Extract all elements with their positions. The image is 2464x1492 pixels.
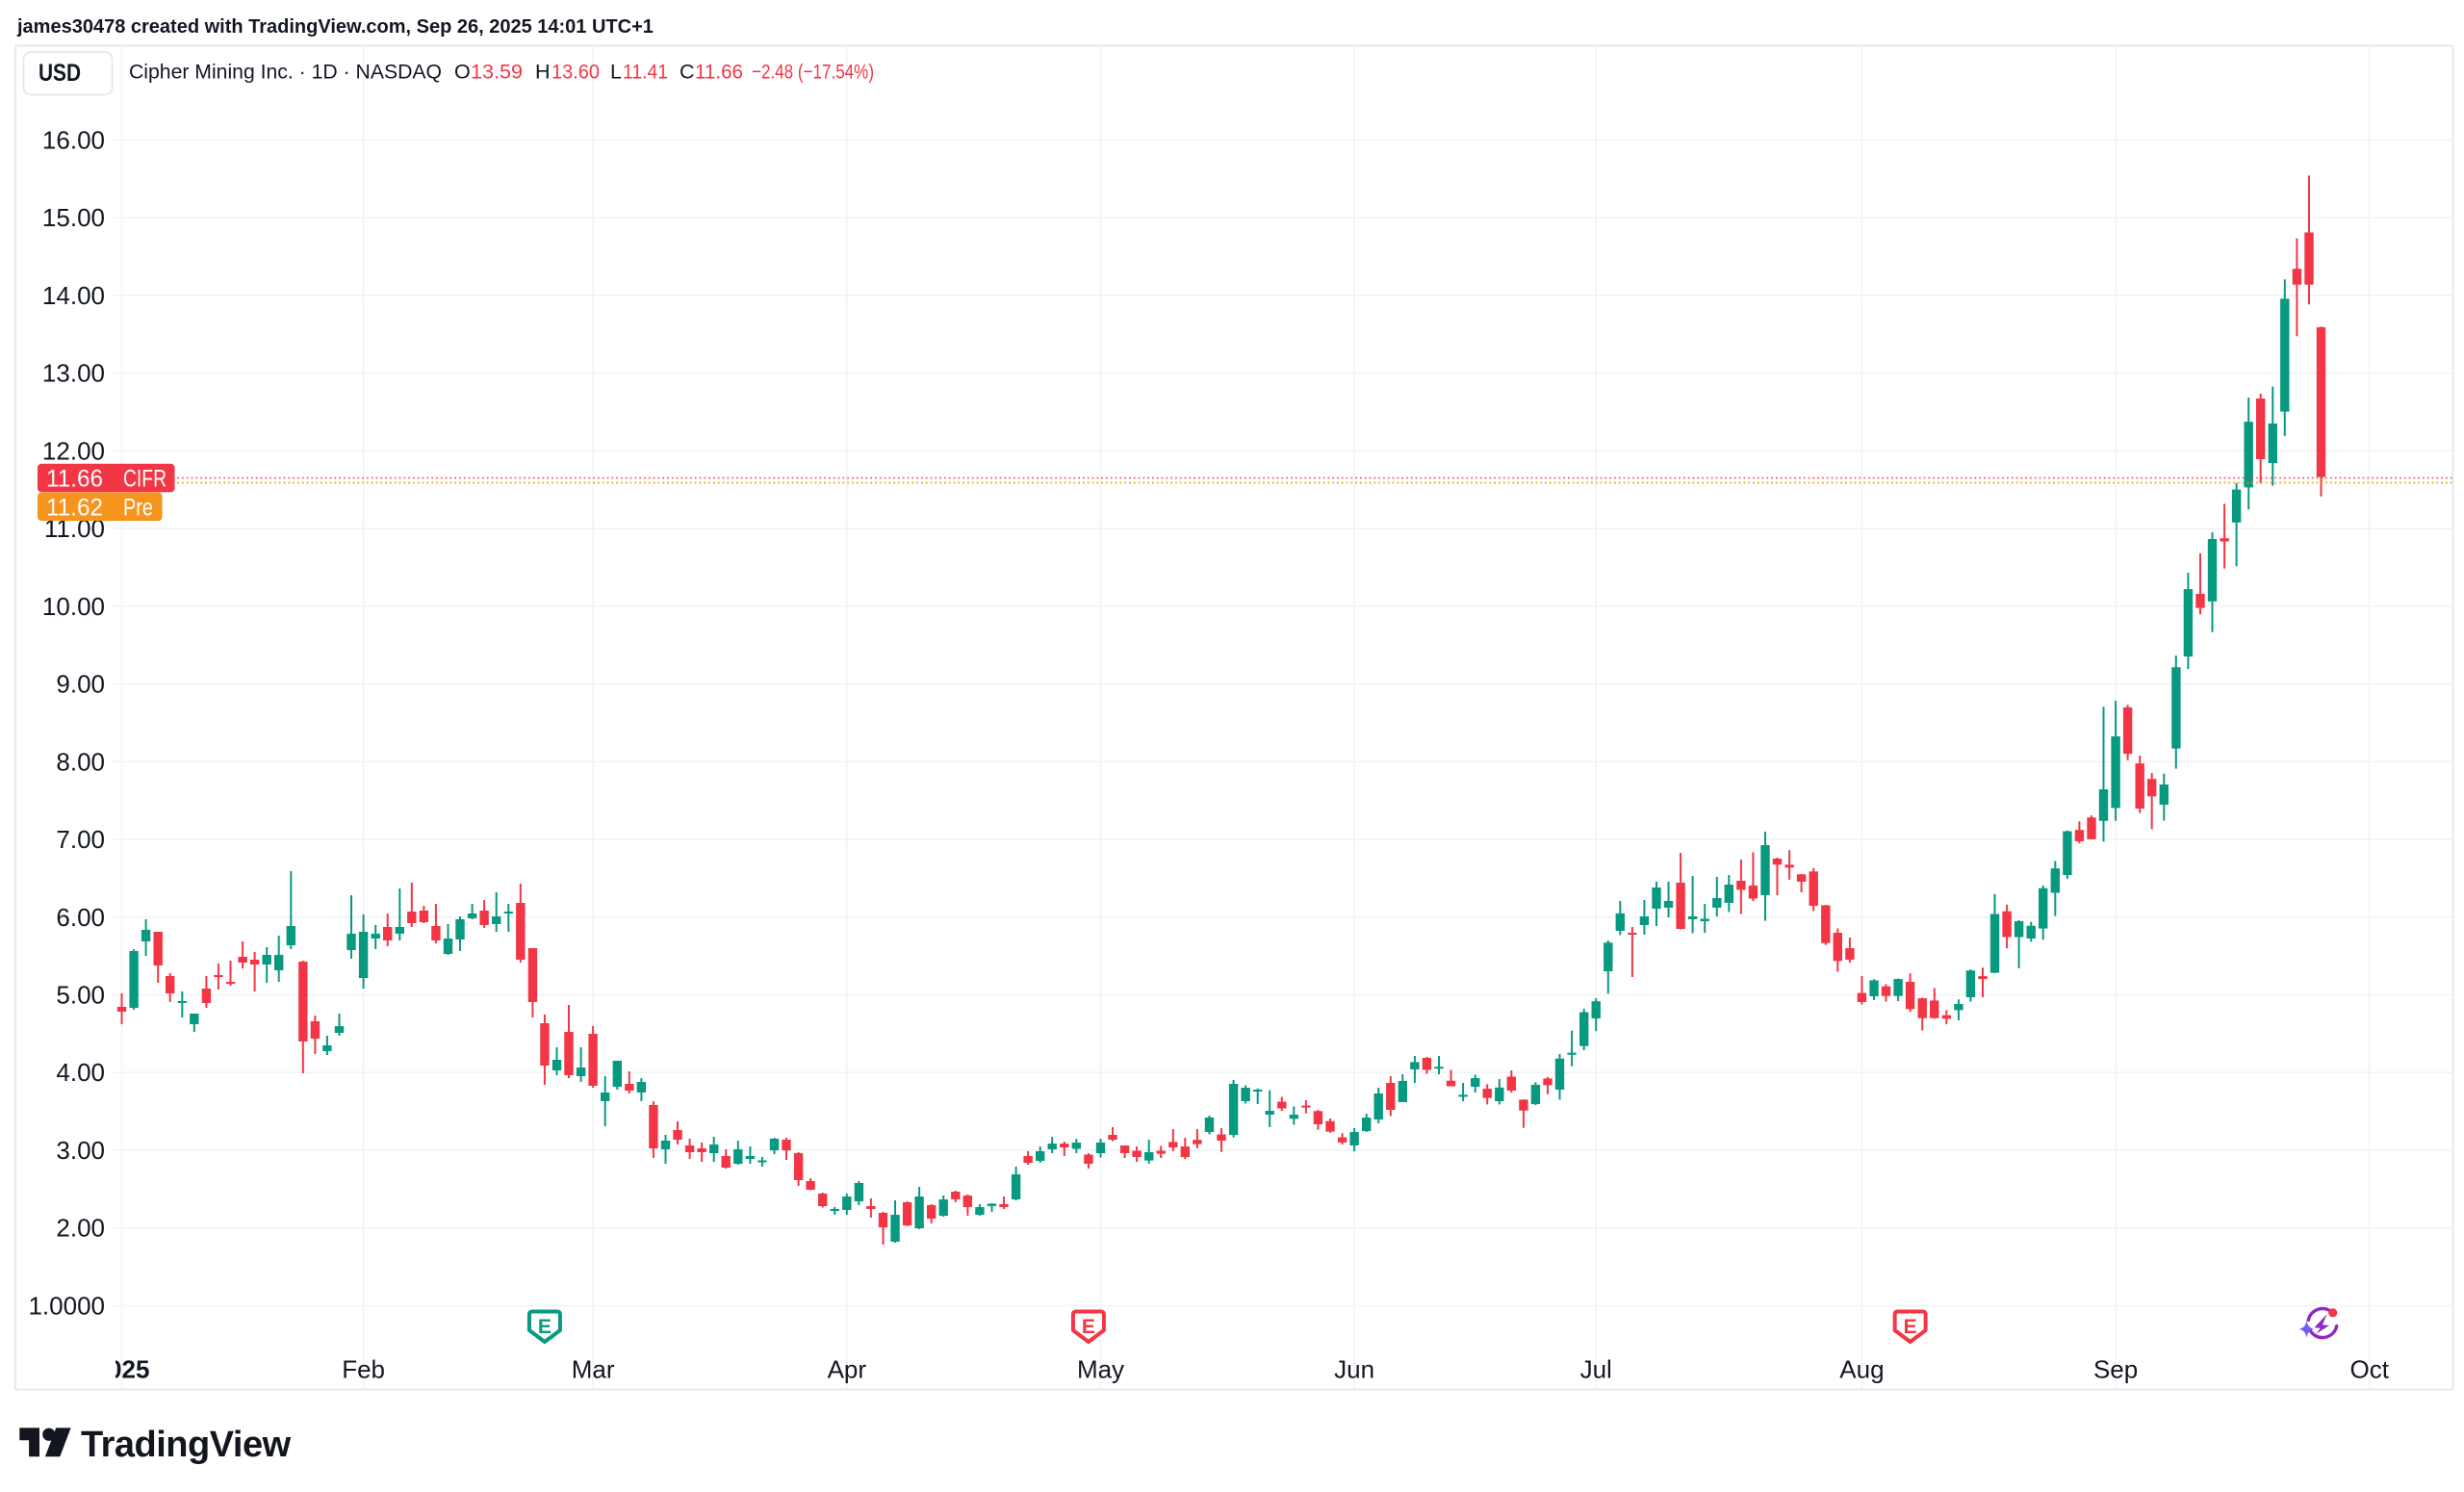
svg-text:11.41: 11.41 <box>623 61 668 84</box>
svg-text:E: E <box>1082 1316 1095 1338</box>
svg-text:15.00: 15.00 <box>42 203 105 232</box>
svg-text:−2.48 (−17.54%): −2.48 (−17.54%) <box>752 61 874 84</box>
svg-text:USD: USD <box>38 60 81 87</box>
svg-text:Feb: Feb <box>342 1355 385 1384</box>
svg-text:11.66: 11.66 <box>695 61 743 84</box>
svg-text:11.66: 11.66 <box>46 466 103 493</box>
svg-text:5.00: 5.00 <box>56 981 105 1010</box>
svg-text:12.00: 12.00 <box>42 436 105 465</box>
svg-text:Mar: Mar <box>572 1355 615 1384</box>
svg-text:9.00: 9.00 <box>56 670 105 699</box>
svg-text:E: E <box>538 1316 552 1338</box>
svg-text:E: E <box>1904 1316 1917 1338</box>
svg-text:11.62: 11.62 <box>46 495 103 522</box>
svg-text:8.00: 8.00 <box>56 747 105 776</box>
svg-text:H: H <box>535 61 551 84</box>
svg-text:14.00: 14.00 <box>42 281 105 310</box>
svg-text:Aug: Aug <box>1839 1355 1884 1384</box>
svg-text:1.0000: 1.0000 <box>28 1292 105 1321</box>
svg-text:May: May <box>1077 1355 1124 1384</box>
svg-text:4.00: 4.00 <box>56 1058 105 1087</box>
svg-text:13.60: 13.60 <box>552 61 600 84</box>
svg-text:16.00: 16.00 <box>42 125 105 154</box>
svg-text:Oct: Oct <box>2349 1355 2389 1384</box>
svg-text:13.59: 13.59 <box>471 61 523 84</box>
svg-text:Jul: Jul <box>1580 1355 1612 1384</box>
svg-text:Jun: Jun <box>1334 1355 1374 1384</box>
svg-text:Cipher Mining Inc. · 1D · NASD: Cipher Mining Inc. · 1D · NASDAQ <box>129 61 442 84</box>
svg-text:james30478 created with Tradin: james30478 created with TradingView.com,… <box>16 16 654 38</box>
svg-text:O: O <box>454 61 471 84</box>
svg-text:Sep: Sep <box>2093 1355 2138 1384</box>
svg-text:3.00: 3.00 <box>56 1136 105 1165</box>
svg-text:10.00: 10.00 <box>42 592 105 621</box>
svg-text:Pre: Pre <box>123 495 153 522</box>
svg-text:6.00: 6.00 <box>56 903 105 932</box>
svg-text:7.00: 7.00 <box>56 825 105 854</box>
svg-text:C: C <box>680 61 695 84</box>
svg-text:L: L <box>610 61 622 84</box>
svg-text:TradingView: TradingView <box>81 1425 292 1465</box>
svg-text:2025: 2025 <box>94 1355 150 1384</box>
svg-text:13.00: 13.00 <box>42 359 105 388</box>
svg-text:Apr: Apr <box>828 1355 867 1384</box>
svg-text:CIFR: CIFR <box>123 466 167 493</box>
svg-text:2.00: 2.00 <box>56 1214 105 1243</box>
